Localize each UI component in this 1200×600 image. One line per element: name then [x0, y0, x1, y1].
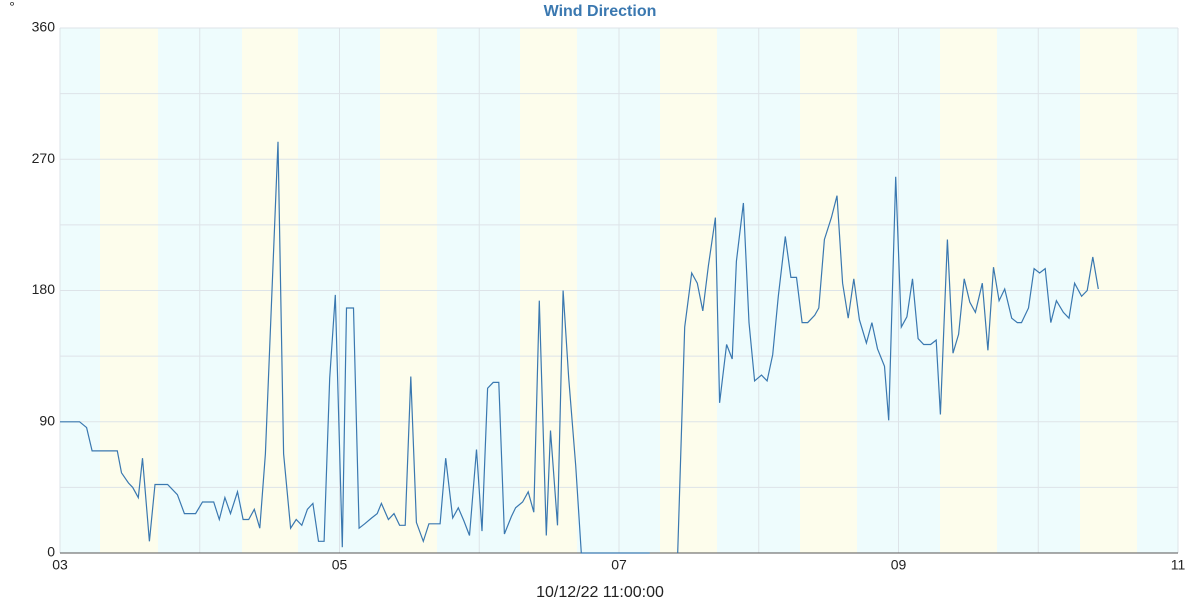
x-tick-label: 11 — [1171, 557, 1186, 573]
y-tick-label: 360 — [32, 19, 56, 35]
x-tick-label: 05 — [332, 557, 348, 573]
chart-title: Wind Direction — [544, 3, 657, 20]
x-axis-label: 10/12/22 11:00:00 — [536, 584, 664, 600]
x-tick-label: 03 — [52, 557, 68, 573]
x-tick-label: 07 — [611, 557, 627, 573]
y-tick-label: 180 — [32, 281, 56, 297]
data-line — [60, 141, 1099, 554]
y-axis-label: ° — [9, 0, 15, 15]
y-tick-label: 270 — [32, 150, 56, 166]
y-tick-label: 0 — [47, 544, 55, 560]
x-tick-label: 09 — [891, 557, 907, 573]
y-tick-label: 90 — [39, 412, 55, 428]
